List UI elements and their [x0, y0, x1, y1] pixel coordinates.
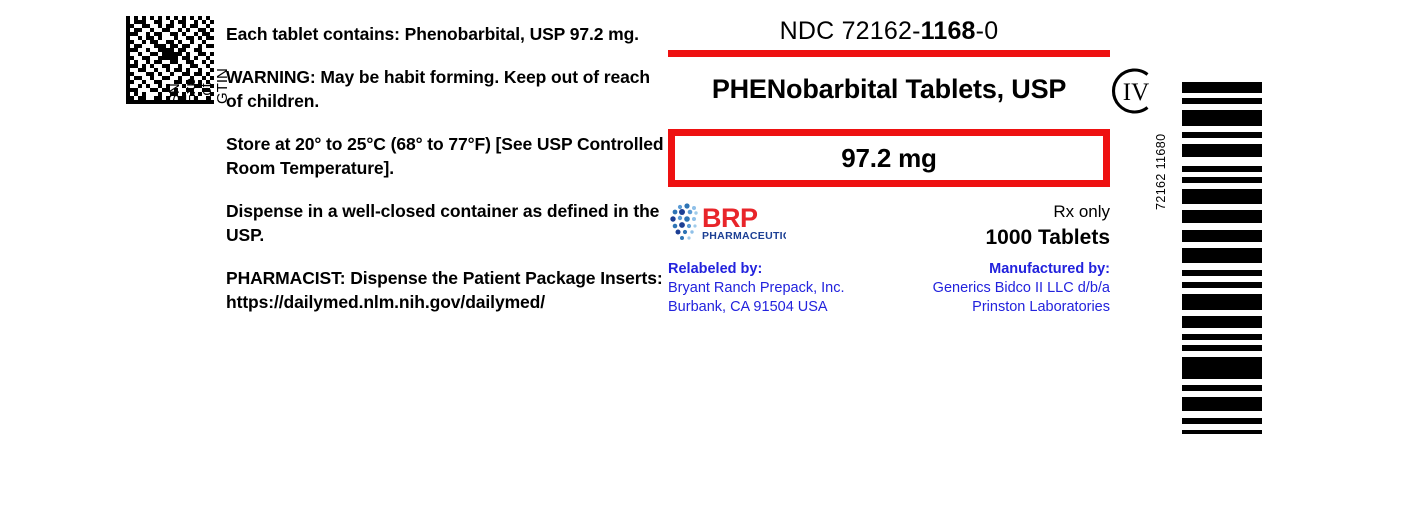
- ndc-suffix: -0: [975, 17, 999, 45]
- ndc-number: NDC 72162-1168-0: [668, 17, 1110, 46]
- datamatrix-2d-barcode-icon: [126, 16, 214, 104]
- relabeler-line-1: Bryant Ranch Prepack, Inc.: [668, 280, 845, 297]
- manufacturer-heading: Manufactured by:: [989, 261, 1110, 278]
- linear-barcode-icon: [1182, 82, 1262, 434]
- tablet-count-text: 1000 Tablets: [985, 225, 1110, 249]
- barcode-number-text: 72162 11680: [1154, 133, 1168, 210]
- datamatrix-field-labels: GTIN Lot Exp SN: [118, 68, 231, 174]
- relabeler-line-2: Burbank, CA 91504 USA: [668, 299, 828, 316]
- dispensing-statement: Dispense in a well-closed container as d…: [226, 200, 660, 246]
- datamatrix-label-sn: SN: [166, 83, 183, 104]
- ndc-prefix: NDC 72162-: [779, 17, 921, 45]
- relabeler-block: Relabeled by: Bryant Ranch Prepack, Inc.…: [668, 260, 845, 317]
- relabeler-heading: Relabeled by:: [668, 261, 763, 278]
- manufacturer-block: Manufactured by: Generics Bidco II LLC d…: [933, 260, 1110, 317]
- brp-pharmaceuticals-logo-icon: BRP PHARMACEUTICALS: [670, 203, 786, 242]
- datamatrix-block: [126, 16, 218, 176]
- manufacturer-line-2: Prinston Laboratories: [972, 299, 1110, 316]
- product-title: PHENobarbital Tablets, USP: [711, 73, 1067, 104]
- logo-brp-text: BRP: [702, 203, 758, 233]
- center-panel: NDC 72162-1168-0 PHENobarbital Tablets, …: [668, 17, 1110, 317]
- ingredient-statement: Each tablet contains: Phenobarbital, USP…: [226, 24, 639, 44]
- storage-statement: Store at 20° to 25°C (68° to 77°F) [See …: [226, 133, 664, 179]
- brand-and-rx-row: BRP PHARMACEUTICALS Rx only 1000 Tablets: [668, 200, 1110, 251]
- manufacturer-line-1: Generics Bidco II LLC d/b/a: [932, 280, 1110, 297]
- rx-only-text: Rx only: [1053, 202, 1110, 222]
- directions-text-column: Each tablet contains: Phenobarbital, USP…: [226, 22, 666, 315]
- civ-roman-numeral: IV: [1123, 79, 1149, 106]
- datamatrix-label-lot: Lot: [198, 83, 215, 104]
- warning-statement: WARNING: May be habit forming. Keep out …: [226, 66, 650, 112]
- c-iv-controlled-substance-icon: IV: [1112, 68, 1149, 114]
- red-divider-rule: [668, 49, 1110, 57]
- pharmacist-statement: PHARMACIST: Dispense the Patient Package…: [226, 267, 663, 313]
- company-info-row: Relabeled by: Bryant Ranch Prepack, Inc.…: [668, 260, 1110, 317]
- strength-value: 97.2 mg: [841, 142, 937, 173]
- logo-tagline-text: PHARMACEUTICALS: [702, 230, 786, 242]
- linear-barcode-block: 72162 11680: [1150, 82, 1275, 434]
- ndc-product-code: 1168: [920, 17, 976, 45]
- logo-dot-cluster: [670, 203, 698, 241]
- rx-and-count-stack: Rx only 1000 Tablets: [985, 200, 1110, 251]
- strength-box: 97.2 mg: [668, 129, 1110, 188]
- datamatrix-label-exp: Exp: [182, 78, 199, 104]
